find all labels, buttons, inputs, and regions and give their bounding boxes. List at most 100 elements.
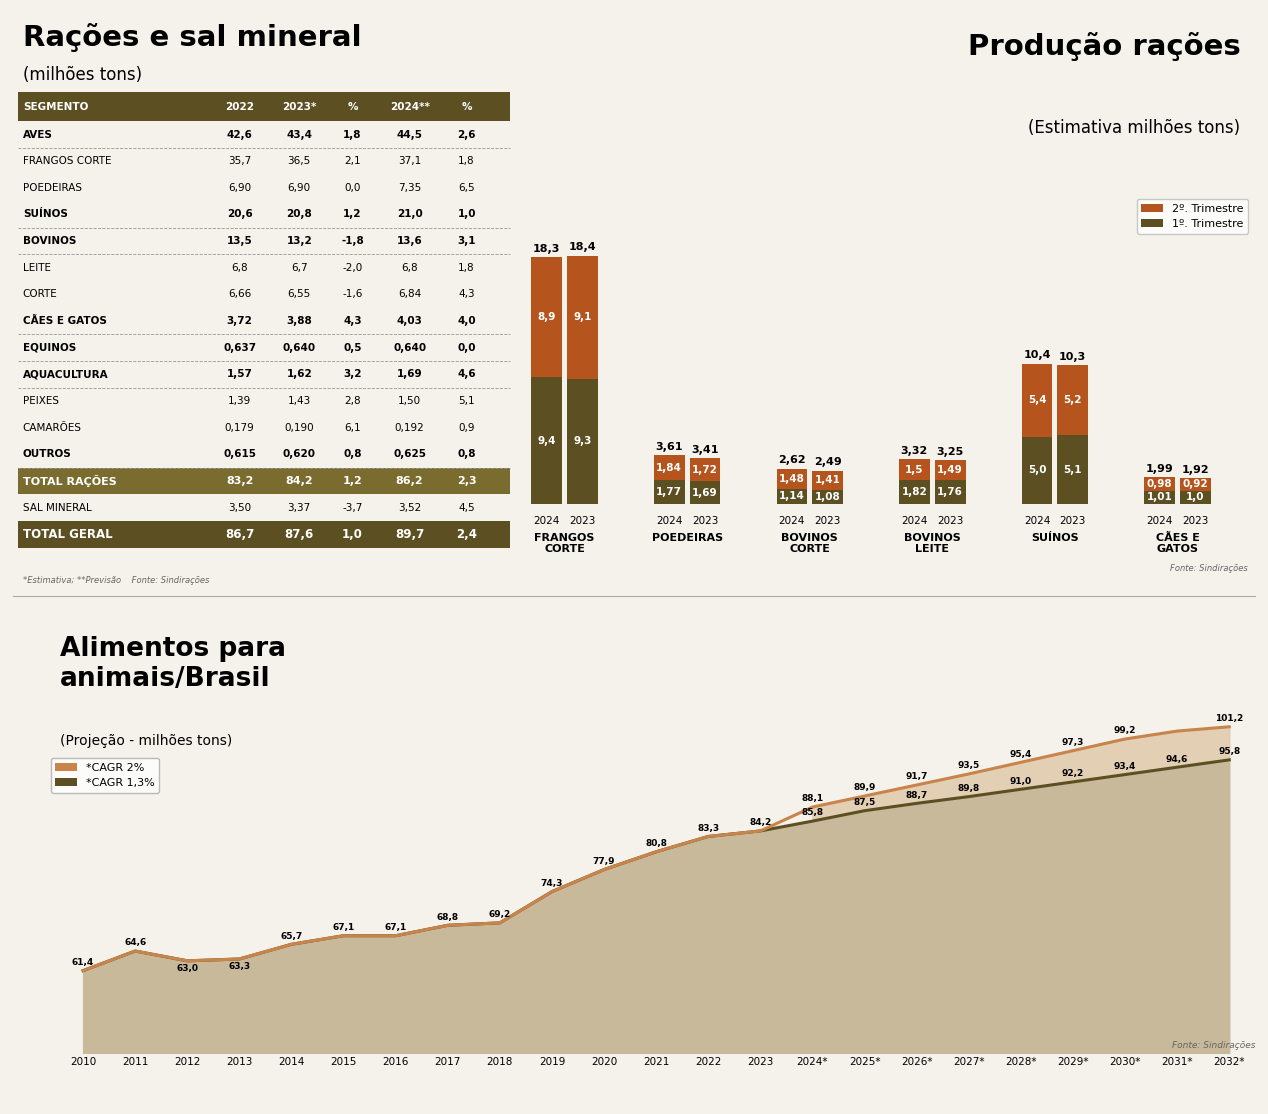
Text: 4,6: 4,6 [458, 370, 476, 380]
Text: 2,4: 2,4 [456, 528, 477, 540]
Text: 6,7: 6,7 [290, 263, 308, 273]
Text: 65,7: 65,7 [280, 931, 303, 940]
Bar [18, 521, 510, 548]
Text: -1,8: -1,8 [341, 236, 364, 246]
Text: 1,72: 1,72 [692, 465, 718, 475]
Bar [690, 458, 720, 481]
Legend: 2º. Trimestre, 1º. Trimestre: 2º. Trimestre, 1º. Trimestre [1136, 199, 1248, 234]
Bar [531, 257, 562, 378]
Text: PEIXES: PEIXES [23, 395, 58, 405]
Text: 0,92: 0,92 [1183, 479, 1208, 489]
Text: 2,1: 2,1 [344, 156, 361, 166]
Text: 67,1: 67,1 [384, 924, 407, 932]
Text: 6,5: 6,5 [458, 183, 476, 193]
Text: TOTAL GERAL: TOTAL GERAL [23, 528, 113, 540]
Bar [899, 459, 929, 480]
Text: 1,82: 1,82 [902, 487, 927, 497]
Text: 2024**: 2024** [389, 101, 430, 111]
Text: 0,9: 0,9 [458, 422, 476, 432]
Text: 2,49: 2,49 [814, 457, 842, 467]
Text: 1,08: 1,08 [815, 492, 841, 502]
Text: FRANGOS
CORTE: FRANGOS CORTE [534, 532, 595, 554]
Text: 4,3: 4,3 [344, 316, 361, 326]
Text: 2024: 2024 [779, 516, 805, 526]
Text: 95,8: 95,8 [1219, 747, 1240, 756]
Text: 0,0: 0,0 [458, 343, 476, 353]
Text: 5,4: 5,4 [1027, 395, 1046, 405]
Text: 20,8: 20,8 [287, 209, 312, 219]
Text: 0,625: 0,625 [393, 449, 426, 459]
Text: Alimentos para
animais/Brasil: Alimentos para animais/Brasil [60, 636, 285, 692]
Text: 18,3: 18,3 [533, 244, 560, 254]
Text: 1,2: 1,2 [342, 476, 363, 486]
Text: 4,3: 4,3 [458, 290, 476, 300]
Text: 3,25: 3,25 [937, 447, 964, 457]
Text: 0,8: 0,8 [458, 449, 476, 459]
Text: 4,0: 4,0 [458, 316, 476, 326]
Text: 1,84: 1,84 [657, 463, 682, 472]
Text: %: % [347, 101, 358, 111]
Text: 0,640: 0,640 [283, 343, 316, 353]
Text: 3,32: 3,32 [900, 446, 928, 456]
Text: 3,2: 3,2 [344, 370, 361, 380]
Bar [1022, 437, 1052, 505]
Text: 18,4: 18,4 [568, 243, 596, 253]
Text: 1,8: 1,8 [344, 129, 361, 139]
Bar [1058, 436, 1088, 505]
Text: 8,9: 8,9 [538, 312, 555, 322]
Text: 5,2: 5,2 [1064, 395, 1082, 405]
Text: 3,50: 3,50 [228, 502, 251, 512]
Bar [1058, 365, 1088, 436]
Text: (Projeção - milhões tons): (Projeção - milhões tons) [60, 734, 232, 749]
Text: OUTROS: OUTROS [23, 449, 71, 459]
Text: 43,4: 43,4 [287, 129, 312, 139]
Text: 93,4: 93,4 [1113, 762, 1136, 771]
Text: 2023: 2023 [1060, 516, 1085, 526]
Bar [935, 480, 965, 505]
Text: 91,0: 91,0 [1009, 776, 1032, 785]
Text: 86,7: 86,7 [224, 528, 255, 540]
Bar [813, 490, 843, 505]
Text: 80,8: 80,8 [645, 839, 667, 848]
Text: 2,3: 2,3 [456, 476, 477, 486]
Text: SEGMENTO: SEGMENTO [23, 101, 89, 111]
Text: 9,1: 9,1 [573, 312, 592, 322]
Text: 0,615: 0,615 [223, 449, 256, 459]
Text: -2,0: -2,0 [342, 263, 363, 273]
Text: 2024: 2024 [1146, 516, 1173, 526]
Text: 1,8: 1,8 [458, 263, 476, 273]
Text: 85,8: 85,8 [801, 809, 823, 818]
Text: 4,5: 4,5 [458, 502, 476, 512]
Text: 1,48: 1,48 [779, 473, 805, 483]
Text: AVES: AVES [23, 129, 53, 139]
Text: CAMARÕES: CAMARÕES [23, 422, 82, 432]
Text: 1,99: 1,99 [1146, 463, 1173, 473]
Text: LEITE: LEITE [23, 263, 51, 273]
Text: 21,0: 21,0 [397, 209, 422, 219]
Text: 1,69: 1,69 [692, 488, 718, 498]
Bar [899, 480, 929, 505]
Bar [18, 92, 510, 121]
Bar [1181, 490, 1211, 505]
Text: 97,3: 97,3 [1061, 737, 1084, 747]
Bar [1181, 478, 1211, 490]
Legend: *CAGR 2%, *CAGR 1,3%: *CAGR 2%, *CAGR 1,3% [51, 758, 160, 792]
Text: 1,0: 1,0 [1186, 492, 1205, 502]
Text: 2023*: 2023* [281, 101, 317, 111]
Text: SAL MINERAL: SAL MINERAL [23, 502, 91, 512]
Text: 2,6: 2,6 [458, 129, 476, 139]
Text: BOVINOS
CORTE: BOVINOS CORTE [781, 532, 838, 554]
Text: -3,7: -3,7 [342, 502, 363, 512]
Text: 89,7: 89,7 [394, 528, 425, 540]
Text: 1,5: 1,5 [905, 465, 923, 475]
Text: 99,2: 99,2 [1113, 726, 1136, 735]
Text: 1,14: 1,14 [779, 491, 805, 501]
Text: 1,57: 1,57 [227, 370, 252, 380]
Text: 68,8: 68,8 [436, 912, 459, 921]
Bar [1144, 477, 1175, 490]
Text: 13,6: 13,6 [397, 236, 422, 246]
Text: 63,0: 63,0 [176, 964, 198, 973]
Text: 83,2: 83,2 [226, 476, 254, 486]
Text: 1,50: 1,50 [398, 395, 421, 405]
Text: 84,2: 84,2 [749, 819, 771, 828]
